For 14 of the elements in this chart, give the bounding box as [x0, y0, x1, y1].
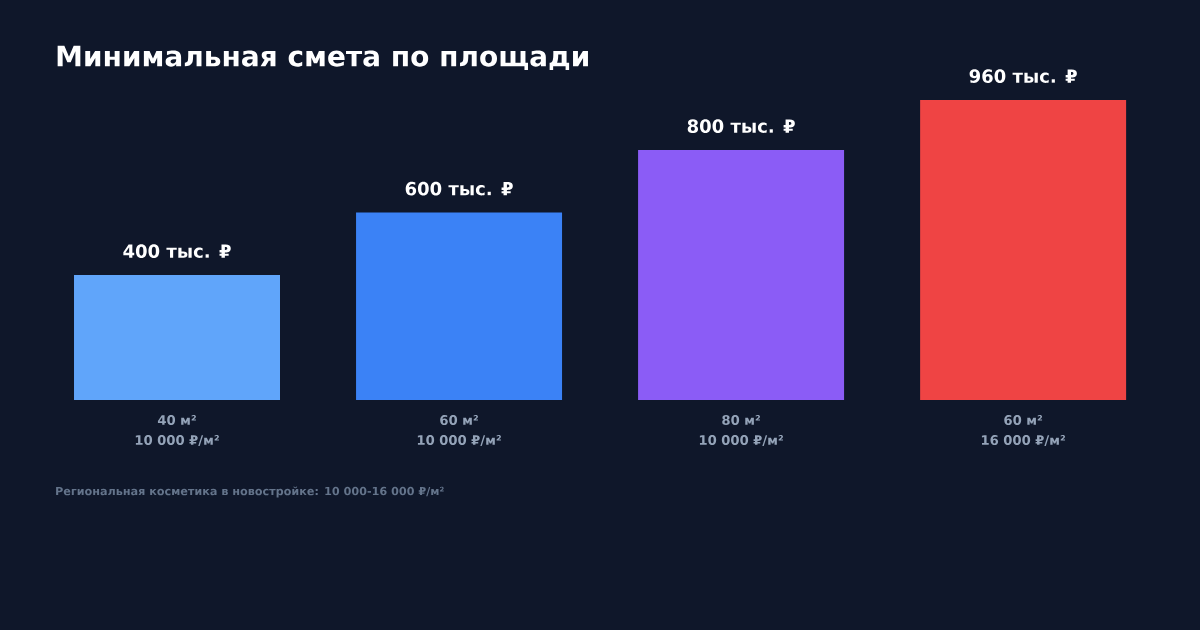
chart-title: Минимальная смета по площади [57, 45, 588, 71]
bar [638, 149, 845, 400]
data-label: 960 тыс. ₽ [969, 69, 1077, 83]
x-tick-label: 60 м² 16 000 ₽/м² [981, 415, 1066, 447]
text: Региональная косметика в новостройке: 10 000-16 000 ₽/м² [56, 486, 444, 498]
x-tick-label: 60 м² 10 000 ₽/м² [417, 415, 501, 447]
x-tick-label: 40 м² 10 000 ₽/м² [135, 415, 219, 447]
bar [356, 212, 563, 400]
x-tick-label: 80 м² 10 000 ₽/м² [699, 415, 783, 447]
data-label: 600 тыс. ₽ [405, 181, 513, 196]
data-label: 400 тыс. ₽ [123, 244, 231, 258]
data-label: 800 тыс. ₽ [687, 119, 795, 133]
bar [920, 99, 1127, 400]
bar [74, 274, 280, 400]
